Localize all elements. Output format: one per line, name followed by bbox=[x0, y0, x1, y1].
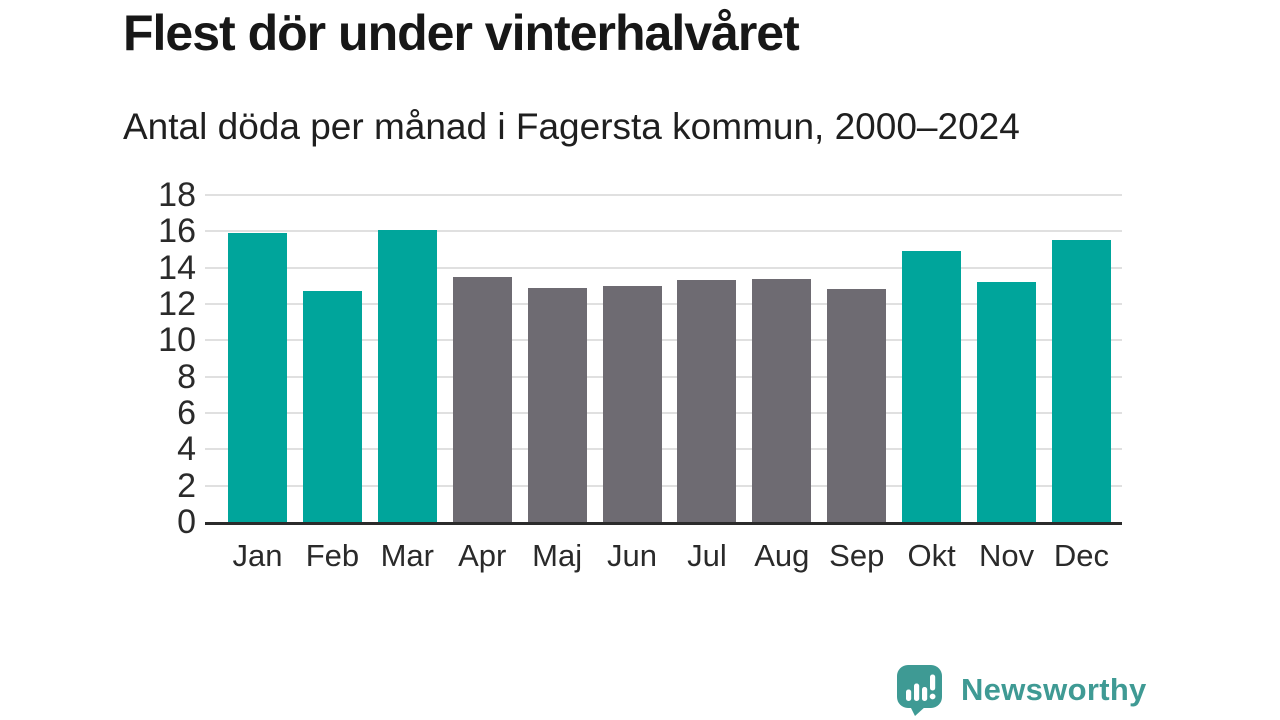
y-tick-12: 12 bbox=[158, 285, 196, 324]
brand-name: Newsworthy bbox=[961, 672, 1147, 707]
bar-jun bbox=[602, 285, 662, 522]
y-tick-0: 0 bbox=[177, 503, 196, 541]
chart-title: Flest dör under vinterhalvåret bbox=[123, 5, 800, 61]
bars bbox=[205, 195, 1122, 522]
gridline-14 bbox=[205, 266, 1122, 269]
y-tick-8: 8 bbox=[177, 357, 196, 396]
gridline-12 bbox=[205, 303, 1122, 305]
bar-maj bbox=[527, 287, 587, 522]
bar-feb bbox=[302, 291, 362, 522]
brand-logo: Newsworthy bbox=[895, 663, 1147, 717]
bar-jul bbox=[677, 280, 737, 522]
y-tick-16: 16 bbox=[158, 212, 196, 251]
x-tick-apr: Apr bbox=[458, 538, 507, 573]
gridline-4 bbox=[205, 448, 1122, 451]
chart-subtitle: Antal döda per månad i Fagersta kommun, … bbox=[123, 106, 1020, 147]
gridline-8 bbox=[205, 375, 1122, 378]
x-tick-jun: Jun bbox=[607, 538, 658, 573]
newsworthy-speech-bubble-barchart-icon bbox=[897, 665, 942, 716]
bar-okt bbox=[902, 251, 962, 522]
x-tick-jul: Jul bbox=[687, 538, 727, 573]
plot-area bbox=[205, 194, 1122, 525]
y-tick-4: 4 bbox=[177, 430, 196, 469]
y-tick-10: 10 bbox=[158, 321, 196, 360]
gridline-10 bbox=[205, 339, 1122, 342]
x-tick-nov: Nov bbox=[978, 538, 1035, 573]
x-tick-aug: Aug bbox=[754, 538, 810, 573]
gridline-16 bbox=[205, 230, 1122, 233]
y-axis-labels: 0 2 4 6 8 10 12 14 16 18 bbox=[0, 178, 196, 539]
x-tick-mar: Mar bbox=[380, 538, 434, 573]
bar-mar bbox=[377, 229, 437, 522]
bar-apr bbox=[452, 276, 512, 522]
x-tick-feb: Feb bbox=[305, 538, 360, 573]
bar-sep bbox=[827, 289, 887, 522]
bar-dec bbox=[1051, 240, 1111, 522]
gridline-6 bbox=[205, 412, 1122, 414]
x-tick-okt: Okt bbox=[907, 538, 956, 573]
gridline-2 bbox=[205, 484, 1122, 487]
y-tick-2: 2 bbox=[177, 466, 196, 505]
y-tick-14: 14 bbox=[158, 248, 196, 287]
bar-jan bbox=[228, 233, 287, 522]
y-tick-6: 6 bbox=[177, 394, 196, 433]
x-tick-dec: Dec bbox=[1053, 538, 1110, 573]
x-tick-sep: Sep bbox=[829, 538, 885, 573]
x-tick-maj: Maj bbox=[532, 538, 583, 573]
gridline-18 bbox=[205, 194, 1122, 196]
x-tick-jan: Jan bbox=[232, 538, 283, 573]
y-tick-18: 18 bbox=[158, 176, 196, 214]
x-axis-labels: Jan Feb Mar Apr Maj Jun Jul Aug Sep Okt Nov Dec bbox=[205, 538, 1122, 574]
gridlines bbox=[205, 194, 1122, 522]
bar-nov bbox=[977, 282, 1037, 522]
bar-aug bbox=[752, 278, 812, 522]
